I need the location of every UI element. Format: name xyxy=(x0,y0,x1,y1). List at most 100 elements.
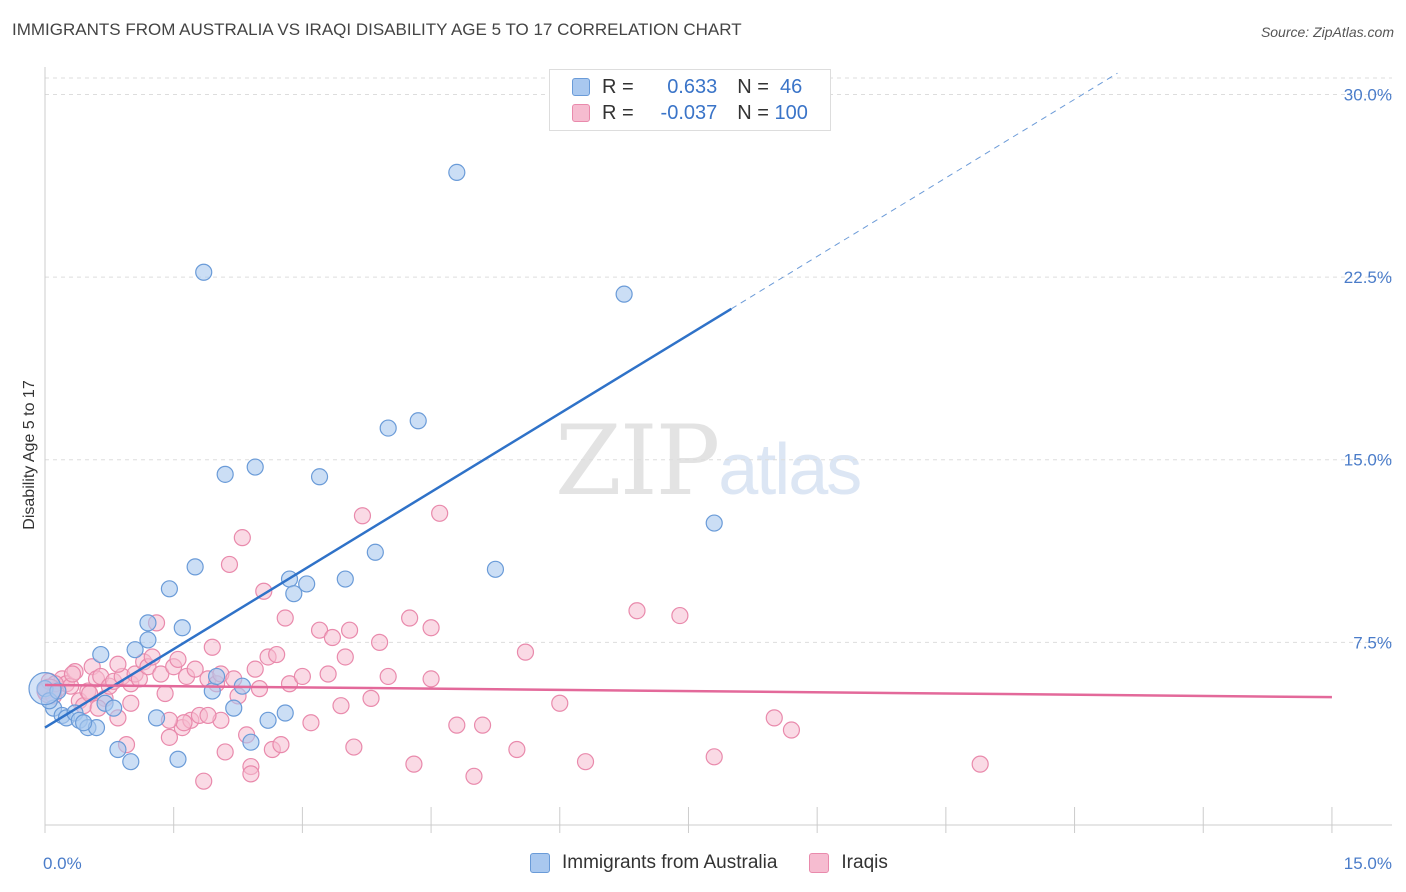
iraqis-point xyxy=(465,767,483,785)
chart-title: IMMIGRANTS FROM AUSTRALIA VS IRAQI DISAB… xyxy=(12,20,742,39)
legend-row-iraqis: R = -0.037 N = 100 xyxy=(572,101,808,125)
australia-point xyxy=(615,285,633,303)
y-tick-label: 30.0% xyxy=(1344,85,1392,104)
iraqis-point xyxy=(448,716,466,734)
australia-point xyxy=(705,514,723,532)
iraqis-point xyxy=(332,697,350,715)
australia-point xyxy=(225,699,243,717)
watermark-zip: ZIP xyxy=(555,405,720,517)
australia-point xyxy=(366,543,384,561)
iraqis-point xyxy=(122,694,140,712)
iraqis-point xyxy=(156,684,174,703)
legend-r-value: 0.633 xyxy=(667,75,718,98)
australia-point xyxy=(122,753,140,771)
australia-point xyxy=(409,412,427,430)
iraqis-point xyxy=(336,648,354,666)
iraqis-point xyxy=(379,667,397,686)
pink-swatch-icon xyxy=(809,853,830,873)
y-axis-label: Disability Age 5 to 17 xyxy=(21,380,38,530)
australia-point xyxy=(92,645,110,664)
australia-point xyxy=(246,458,264,476)
legend-item-iraqis: Iraqis xyxy=(809,852,888,874)
australia-point xyxy=(285,585,303,603)
australia-point xyxy=(173,619,191,637)
iraqis-point xyxy=(422,670,440,688)
australia-point xyxy=(105,699,123,717)
australia-point xyxy=(242,733,260,751)
australia-point xyxy=(276,704,294,722)
iraqis-point xyxy=(152,665,170,683)
iraqis-point xyxy=(319,665,337,683)
iraqis-point xyxy=(508,740,526,759)
iraqis-point xyxy=(628,602,646,620)
pink-swatch-icon xyxy=(572,104,590,122)
watermark: ZIPatlas xyxy=(555,405,862,517)
iraqis-point xyxy=(371,633,389,651)
iraqis-point xyxy=(242,765,260,783)
iraqis-point xyxy=(473,716,492,734)
australia-point xyxy=(207,667,226,686)
australia-point xyxy=(336,570,354,588)
iraqis-point xyxy=(302,714,320,732)
australia-point xyxy=(139,631,157,649)
australia-point xyxy=(259,711,277,729)
australia-point xyxy=(28,672,62,706)
iraqis-point xyxy=(250,680,269,698)
legend-label-iraqis: Iraqis xyxy=(841,852,888,873)
iraqis-point xyxy=(195,772,213,790)
legend-n-label: N = xyxy=(737,75,775,98)
legend-n-value: 100 xyxy=(774,101,808,124)
australia-point xyxy=(139,614,157,632)
y-tick-label: 15.0% xyxy=(1344,451,1392,470)
legend-r-value: -0.037 xyxy=(660,101,718,124)
iraqis-trend-line xyxy=(44,683,1332,699)
legend-n-label: N = xyxy=(737,101,775,124)
iraqis-points xyxy=(36,504,989,790)
stats-legend: R = 0.633 N = 46 R = -0.037 N = 100 xyxy=(549,69,831,131)
iraqis-point xyxy=(199,706,217,725)
iraqis-point xyxy=(186,660,204,678)
x-tick-label: 0.0% xyxy=(43,854,82,873)
legend-r-label: R = xyxy=(602,75,640,98)
iraqis-point xyxy=(63,665,82,683)
iraqis-point xyxy=(268,645,286,664)
australia-point xyxy=(109,740,127,759)
axis-labels: 7.5% 15.0% 22.5% 30.0% 0.0% 15.0% Disability A… xyxy=(21,85,1392,873)
series-legend: Immigrants from Australia Iraqis xyxy=(530,852,920,874)
y-tick-label: 7.5% xyxy=(1353,633,1392,652)
iraqis-point xyxy=(405,755,423,773)
iraqis-point xyxy=(765,709,783,727)
australia-trend-line xyxy=(44,307,733,729)
iraqis-point xyxy=(431,504,449,522)
legend-n-value: 46 xyxy=(774,75,803,98)
iraqis-point xyxy=(362,689,380,707)
watermark-atlas: atlas xyxy=(718,430,862,510)
iraqis-point xyxy=(246,660,264,678)
iraqis-point xyxy=(216,743,234,761)
legend-item-australia: Immigrants from Australia xyxy=(530,852,777,874)
australia-point xyxy=(169,750,187,768)
iraqis-point xyxy=(551,694,569,712)
iraqis-point xyxy=(220,555,239,574)
australia-point xyxy=(195,263,213,281)
australia-point xyxy=(298,575,316,593)
iraqis-point xyxy=(576,753,595,771)
iraqis-point xyxy=(276,609,294,627)
australia-point xyxy=(147,709,166,727)
iraqis-point xyxy=(109,655,127,673)
blue-swatch-icon xyxy=(530,853,550,873)
australia-point xyxy=(160,580,179,598)
iraqis-point xyxy=(323,628,342,647)
blue-swatch-icon xyxy=(572,78,590,96)
gridlines xyxy=(45,77,1392,643)
iraqis-point xyxy=(705,748,723,766)
australia-point xyxy=(186,558,204,576)
australia-trend-extension xyxy=(731,72,1118,310)
source-label: Source: ZipAtlas.com xyxy=(1260,24,1394,40)
legend-label-australia: Immigrants from Australia xyxy=(562,852,778,873)
iraqis-point xyxy=(782,721,801,739)
y-tick-label: 22.5% xyxy=(1344,268,1392,287)
x-tick-label: 15.0% xyxy=(1344,854,1392,873)
iraqis-point xyxy=(353,507,372,525)
